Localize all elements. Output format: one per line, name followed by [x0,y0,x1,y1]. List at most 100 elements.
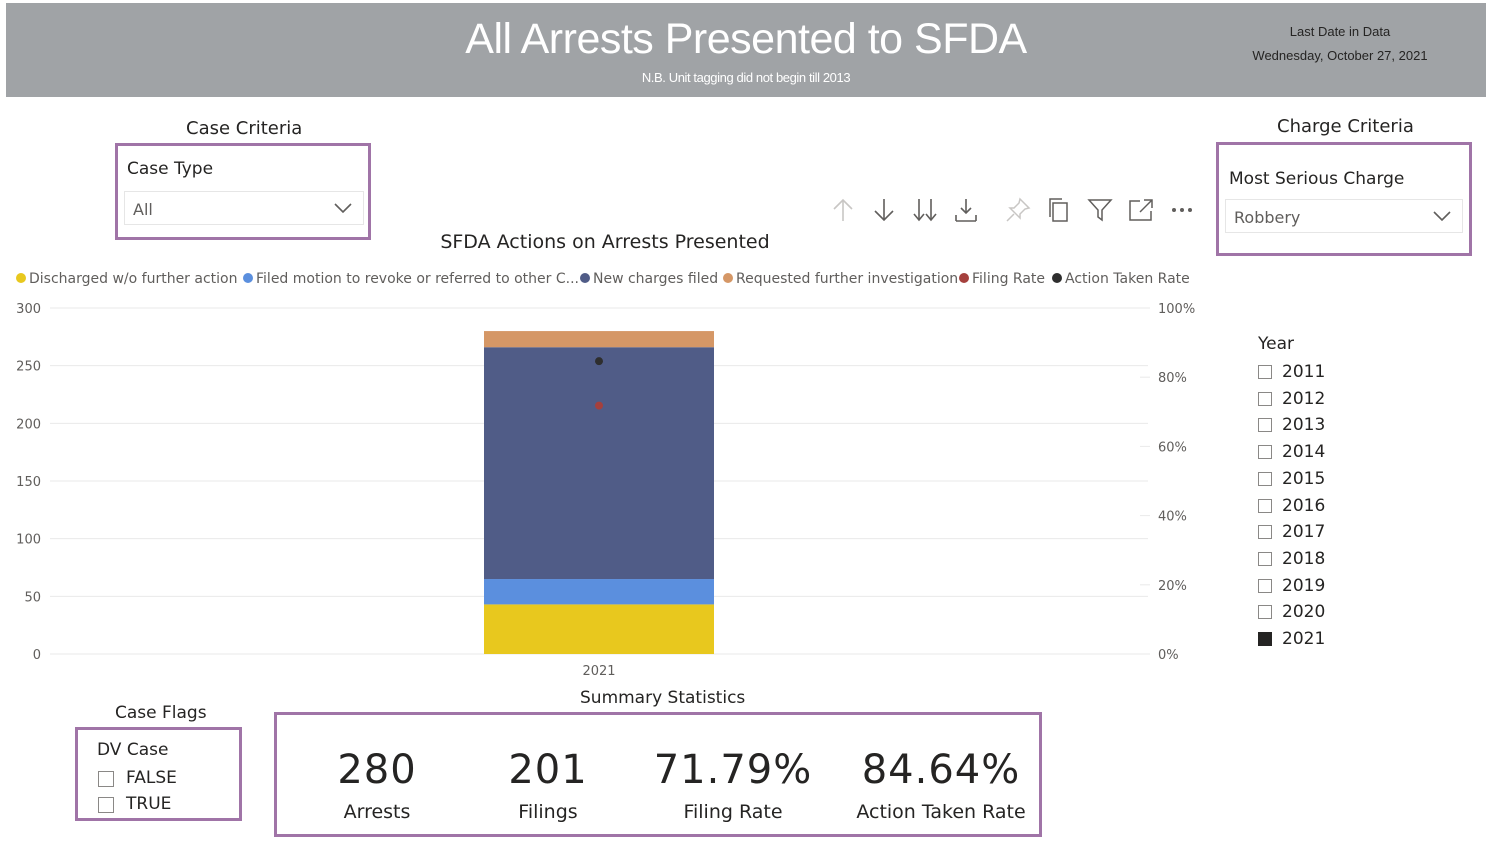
checkbox[interactable] [1258,391,1272,406]
legend-label: New charges filed [593,271,719,287]
bar-segment-1[interactable] [484,579,714,605]
legend-item[interactable]: Requested further investigation [723,271,958,287]
option-label: 2015 [1282,468,1326,489]
y2-tick-label: 100% [1158,302,1195,317]
legend-swatch [580,273,590,283]
most-serious-charge-slicer: Most Serious Charge Robbery [1216,142,1472,256]
report-subtitle: N.B. Unit tagging did not begin till 201… [641,70,851,85]
legend-swatch [723,273,733,283]
report-header: All Arrests Presented to SFDA N.B. Unit … [6,3,1486,97]
legend-label: Action Taken Rate [1065,271,1190,287]
rate-marker-1[interactable] [595,357,603,366]
legend-label: Filing Rate [972,271,1046,287]
kpi-caption: Filings [518,801,578,823]
filter-icon[interactable] [1085,195,1115,225]
kpi-value: 84.64% [861,747,1021,793]
year-slicer: Year 2011 2012 2013 2014 2015 2016 2017 2018 201… [1257,334,1377,654]
y2-tick-label: 60% [1158,440,1187,455]
case-criteria-label: Case Criteria [186,118,303,139]
checkbox[interactable] [1258,498,1272,513]
y-tick-label: 300 [16,302,41,317]
kpi-caption: Action Taken Rate [856,801,1026,823]
checkbox[interactable] [1258,418,1272,433]
actions-stacked-bar-chart[interactable]: 0 50 100 150 200 250 300 0% 20% 40% 60% 80% 100% 2021 [0,290,1240,690]
case-type-slicer: Case Type All [115,143,371,240]
kpi-value: 71.79% [653,747,813,793]
case-type-selected-value: All [133,200,153,219]
chart-title: SFDA Actions on Arrests Presented [440,231,770,253]
y-tick-label: 50 [24,590,41,605]
checkbox[interactable] [1258,578,1272,593]
rate-marker-0[interactable] [595,401,603,410]
more-options-icon[interactable] [1167,195,1197,225]
drill-up-icon[interactable] [828,195,858,225]
dv-case-title: DV Case [97,740,169,760]
chevron-down-icon [1433,211,1451,222]
y2-tick-label: 80% [1158,371,1187,386]
legend-item[interactable]: Filed motion to revoke or referred to ot… [243,271,579,287]
kpi-value: 201 [508,747,588,793]
legend-item[interactable]: Action Taken Rate [1052,271,1190,287]
option-label: 2018 [1282,548,1326,569]
dv-case-slicer: DV Case FALSE TRUE [75,727,242,821]
legend-label: Requested further investigation [736,271,959,287]
most-serious-charge-dropdown[interactable]: Robbery [1225,199,1463,233]
case-type-dropdown[interactable]: All [124,191,364,225]
option-label: 2011 [1282,362,1326,382]
report-title: All Arrests Presented to SFDA [465,15,1027,63]
checkbox[interactable] [1258,605,1272,620]
summary-statistics-label: Summary Statistics [580,688,746,708]
last-date-value: Wednesday, October 27, 2021 [1252,48,1428,63]
case-flags-label: Case Flags [115,703,207,723]
summary-statistics-panel: 280 Arrests 201 Filings 71.79% Filing Ra… [274,712,1042,837]
legend-swatch [959,273,969,283]
expand-all-down-icon[interactable] [910,195,940,225]
kpi-value: 280 [337,747,417,793]
bar-segment-0[interactable] [484,604,714,654]
pin-icon[interactable] [1003,195,1033,225]
y-tick-label: 200 [16,417,41,432]
y2-tick-label: 20% [1158,579,1187,594]
checkbox[interactable] [1258,445,1272,460]
case-type-title: Case Type [127,159,214,179]
y-tick-label: 0 [33,648,41,663]
most-serious-charge-selected-value: Robbery [1234,208,1301,227]
legend-swatch [1052,273,1062,283]
checkbox[interactable] [1258,365,1272,379]
visual-toolbar [828,195,1198,225]
checkbox[interactable] [1258,632,1272,646]
focus-mode-icon[interactable] [1126,195,1156,225]
y2-tick-label: 40% [1158,510,1187,525]
legend-label: Discharged w/o further action [29,271,238,287]
legend-swatch [243,273,253,283]
option-label: FALSE [126,768,177,788]
kpi-caption: Arrests [343,801,411,823]
y-tick-label: 150 [16,475,41,490]
option-label: 2016 [1282,495,1326,516]
checkbox[interactable] [98,797,114,813]
legend-label: Filed motion to revoke or referred to ot… [256,271,579,287]
checkbox[interactable] [1258,551,1272,566]
bar-segment-3[interactable] [484,331,714,348]
legend-item[interactable]: Discharged w/o further action [16,271,237,287]
option-label: 2017 [1282,522,1326,543]
legend-item[interactable]: Filing Rate [959,271,1045,287]
legend-swatch [16,273,26,283]
checkbox[interactable] [1258,471,1272,486]
option-label: 2014 [1282,442,1326,463]
most-serious-charge-title: Most Serious Charge [1229,169,1405,189]
bar-segment-2[interactable] [484,347,714,580]
legend-item[interactable]: New charges filed [580,271,718,287]
checkbox[interactable] [1258,525,1272,540]
option-label: 2013 [1282,415,1326,436]
y-tick-label: 100 [16,533,41,548]
copy-icon[interactable] [1044,195,1074,225]
checkbox[interactable] [98,771,114,787]
option-label: 2020 [1282,602,1326,623]
expand-hierarchy-icon[interactable] [951,195,981,225]
drill-down-icon[interactable] [869,195,899,225]
y2-tick-label: 0% [1158,648,1179,663]
option-label: 2012 [1282,388,1326,409]
year-slicer-title: Year [1258,334,1294,354]
option-label: TRUE [126,794,172,814]
